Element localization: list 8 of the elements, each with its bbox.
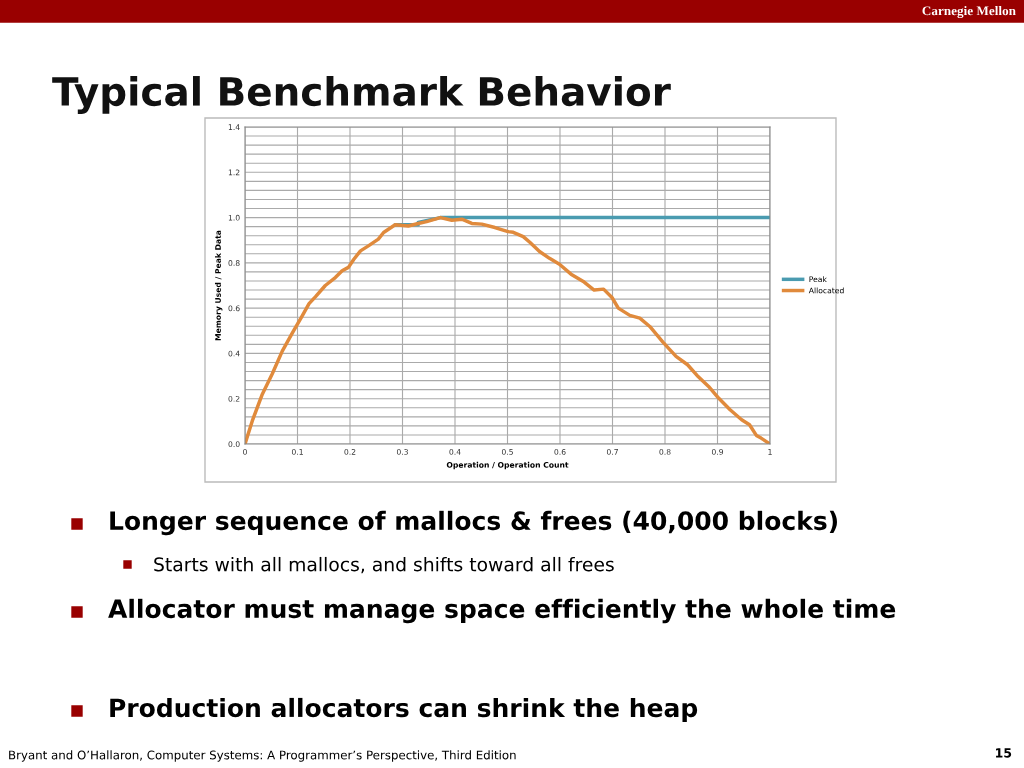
text: Starts with all mallocs, and shifts toward all frees [154, 556, 614, 574]
chart-title: Typical Benchmark Behavior [52, 76, 671, 114]
text: Production allocators can shrink the heap [110, 697, 698, 723]
text: Allocator must manage space efficiently the whole time [108, 598, 896, 624]
text: Carnegie Mellon [922, 5, 1016, 19]
text: 15 [996, 748, 1012, 758]
text: Longer sequence of mallocs & frees (40,000 blocks) [110, 510, 837, 536]
text: Bryant and O’Hallaron, Computer Systems: A Programmer’s Perspective, Third Edition [9, 750, 516, 762]
